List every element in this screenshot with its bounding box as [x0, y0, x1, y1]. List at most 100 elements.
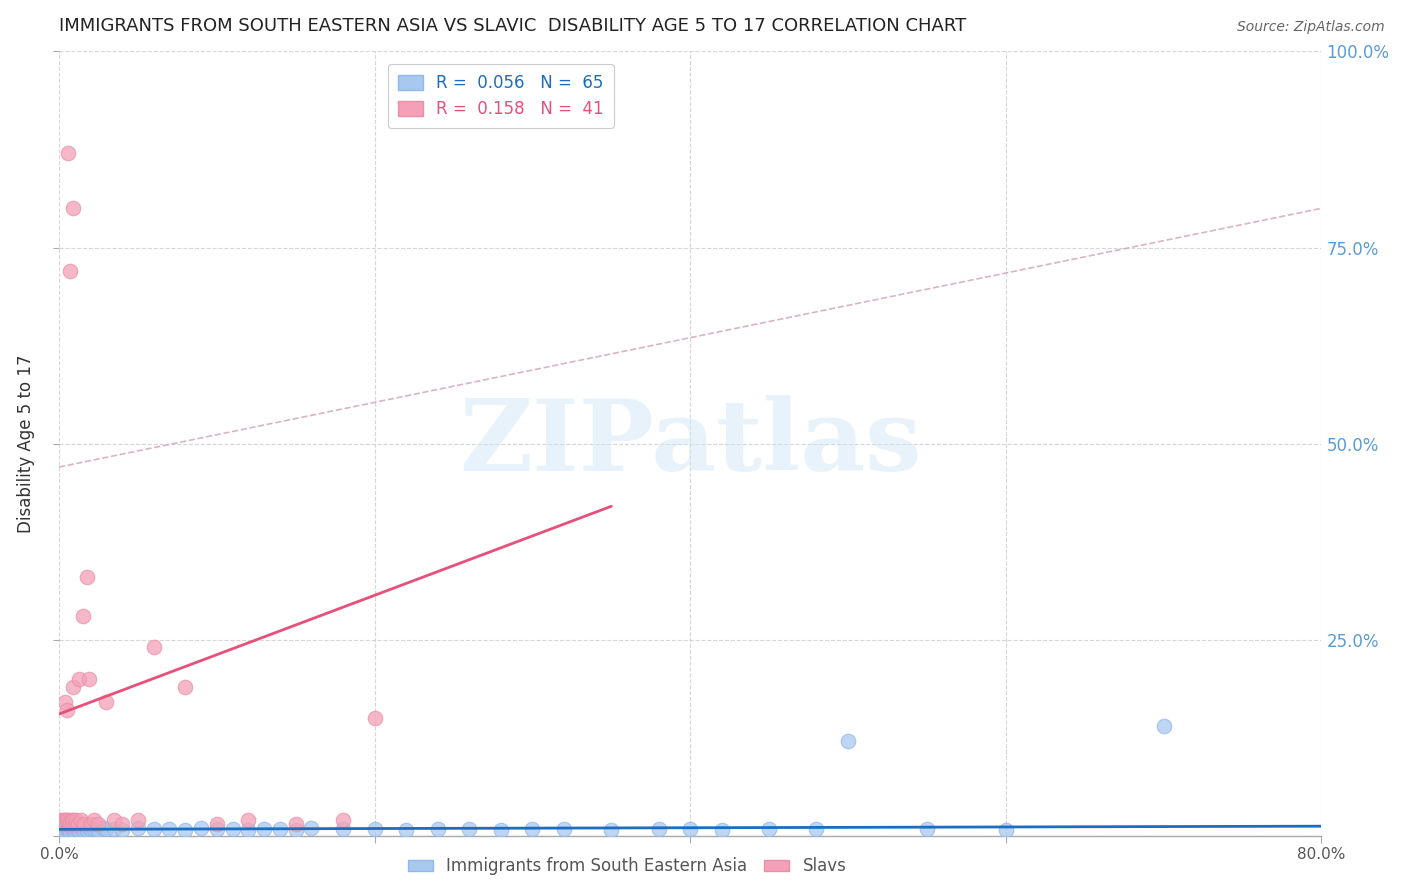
Point	[66, 822, 89, 836]
Point	[70, 821, 93, 835]
Point	[221, 822, 243, 836]
Point	[60, 817, 83, 831]
Point	[600, 823, 623, 838]
Point	[59, 822, 82, 836]
Point	[69, 672, 91, 686]
Point	[269, 822, 291, 836]
Point	[284, 823, 307, 838]
Point	[62, 202, 84, 216]
Point	[111, 817, 134, 831]
Point	[56, 813, 79, 827]
Point	[51, 816, 73, 830]
Point	[75, 822, 97, 836]
Point	[56, 822, 79, 837]
Point	[56, 820, 79, 834]
Point	[63, 817, 86, 831]
Point	[284, 817, 307, 831]
Point	[49, 817, 72, 831]
Point	[66, 817, 89, 831]
Point	[103, 822, 125, 836]
Point	[96, 822, 118, 837]
Point	[53, 695, 76, 709]
Text: Source: ZipAtlas.com: Source: ZipAtlas.com	[1237, 20, 1385, 34]
Point	[710, 823, 733, 838]
Point	[49, 813, 72, 827]
Point	[58, 823, 80, 838]
Point	[53, 822, 76, 836]
Point	[426, 822, 449, 837]
Point	[63, 821, 86, 835]
Point	[53, 813, 76, 827]
Point	[65, 813, 87, 827]
Point	[62, 813, 84, 827]
Point	[76, 570, 98, 584]
Point	[72, 822, 94, 837]
Point	[58, 813, 80, 827]
Point	[60, 822, 83, 837]
Point	[56, 703, 79, 717]
Point	[79, 817, 101, 831]
Point	[127, 821, 149, 835]
Point	[837, 734, 859, 748]
Point	[522, 822, 544, 837]
Point	[76, 823, 98, 838]
Point	[69, 823, 91, 838]
Point	[332, 822, 354, 837]
Text: IMMIGRANTS FROM SOUTH EASTERN ASIA VS SLAVIC  DISABILITY AGE 5 TO 17 CORRELATION: IMMIGRANTS FROM SOUTH EASTERN ASIA VS SL…	[59, 17, 966, 35]
Point	[52, 813, 75, 827]
Point	[142, 822, 165, 837]
Point	[52, 823, 75, 838]
Point	[63, 824, 86, 838]
Point	[60, 813, 83, 827]
Point	[83, 813, 105, 827]
Point	[647, 822, 669, 837]
Point	[52, 819, 75, 833]
Point	[395, 823, 418, 838]
Point	[96, 695, 118, 709]
Point	[1153, 719, 1175, 733]
Point	[51, 814, 73, 829]
Point	[363, 822, 385, 836]
Point	[238, 823, 260, 838]
Point	[332, 813, 354, 827]
Point	[53, 823, 76, 838]
Point	[60, 819, 83, 833]
Point	[62, 822, 84, 836]
Point	[301, 821, 323, 835]
Point	[72, 609, 94, 624]
Point	[58, 817, 80, 831]
Point	[62, 823, 84, 838]
Point	[70, 813, 93, 827]
Point	[52, 817, 75, 831]
Point	[111, 823, 134, 838]
Text: ZIPatlas: ZIPatlas	[458, 395, 921, 492]
Point	[363, 711, 385, 725]
Point	[77, 672, 100, 686]
Point	[73, 823, 96, 838]
Point	[59, 823, 82, 838]
Point	[758, 822, 780, 837]
Point	[77, 821, 100, 835]
Point	[58, 146, 80, 161]
Point	[58, 821, 80, 835]
Point	[62, 680, 84, 694]
Point	[65, 822, 87, 837]
Point	[174, 823, 197, 838]
Point	[679, 822, 702, 836]
Point	[159, 822, 181, 836]
Y-axis label: Disability Age 5 to 17: Disability Age 5 to 17	[17, 354, 35, 533]
Point	[83, 822, 105, 836]
Point	[87, 817, 110, 831]
Point	[59, 814, 82, 829]
Point	[458, 822, 481, 836]
Point	[59, 264, 82, 278]
Point	[49, 822, 72, 837]
Point	[174, 680, 197, 694]
Point	[994, 823, 1017, 838]
Point	[127, 813, 149, 827]
Point	[79, 822, 101, 837]
Point	[205, 822, 228, 837]
Point	[142, 640, 165, 655]
Point	[238, 813, 260, 827]
Point	[59, 817, 82, 831]
